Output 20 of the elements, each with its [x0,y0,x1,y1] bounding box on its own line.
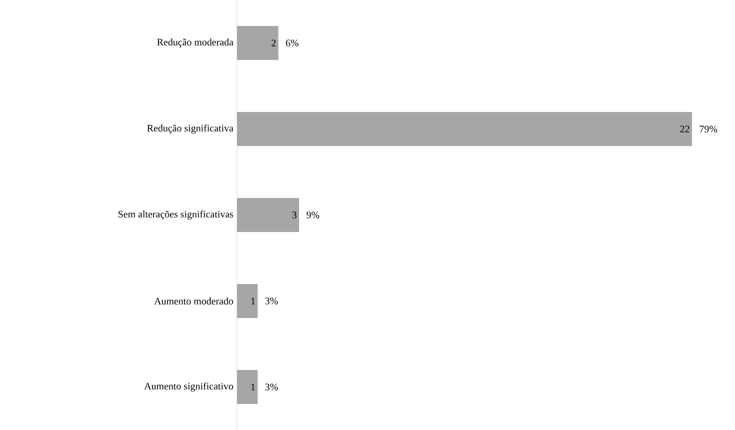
annotation: 3% [265,384,278,390]
bar [237,26,278,60]
bar [237,284,258,318]
data-label: 1 [251,384,255,390]
annotation: 3% [265,298,278,304]
data-label: 2 [272,40,276,46]
annotation: 79% [700,126,718,132]
y-tick-label: Aumento moderado [154,297,234,305]
bar [237,112,692,146]
data-label: 1 [251,298,255,304]
bar [237,370,258,404]
annotation: 9% [306,212,320,218]
y-tick-label: Aumento significativo [144,382,234,392]
y-tick-label: Sem alterações significativas [118,210,234,220]
y-tick-label: Redução moderada [157,38,234,48]
data-label: 3 [292,212,296,218]
y-tick-label: Redução significativa [147,124,234,134]
annotation: 6% [286,40,299,46]
bar [237,198,300,232]
data-label: 22 [680,126,690,132]
